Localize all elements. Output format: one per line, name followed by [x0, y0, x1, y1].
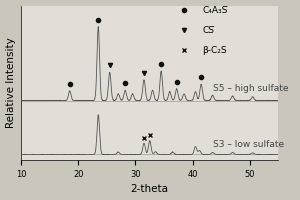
Text: C₄A₃S̅: C₄A₃S̅ — [202, 6, 228, 15]
Y-axis label: Relative Intensity: Relative Intensity — [6, 37, 16, 128]
Text: S3 – low sulfate: S3 – low sulfate — [213, 140, 284, 149]
Text: S5 – high sulfate: S5 – high sulfate — [213, 84, 288, 93]
Text: CS̅: CS̅ — [202, 26, 214, 35]
Text: β-C₂S: β-C₂S — [202, 46, 227, 55]
X-axis label: 2-theta: 2-theta — [131, 184, 169, 194]
